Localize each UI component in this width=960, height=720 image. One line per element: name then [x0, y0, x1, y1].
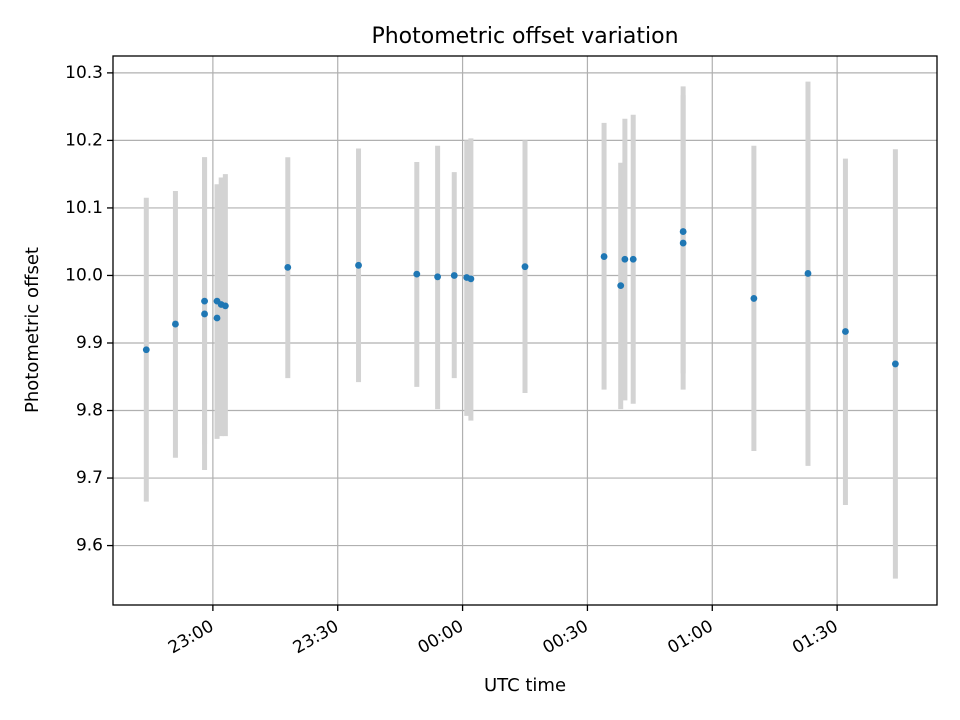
- data-point: [804, 270, 812, 277]
- y-tick-label: 9.6: [76, 536, 103, 556]
- chart-title: Photometric offset variation: [371, 24, 678, 49]
- data-point: [621, 255, 629, 263]
- y-tick-label: 10.2: [65, 130, 103, 150]
- data-point: [413, 270, 421, 278]
- data-point: [213, 314, 221, 322]
- data-points: [142, 228, 899, 368]
- y-tick-label: 9.9: [76, 333, 103, 353]
- data-point: [521, 263, 529, 271]
- plot-frame: [112, 55, 938, 606]
- y-axis-label: Photometric offset: [22, 247, 43, 413]
- data-point: [842, 328, 849, 335]
- y-tick-label: 10.3: [65, 63, 103, 83]
- y-tick-label: 9.8: [76, 401, 103, 421]
- data-point: [142, 346, 150, 354]
- y-tick-label: 10.0: [65, 265, 103, 285]
- data-point: [750, 295, 758, 302]
- data-point: [434, 273, 442, 281]
- data-point: [284, 263, 292, 271]
- data-point: [201, 310, 208, 318]
- data-point: [221, 302, 229, 310]
- data-point: [679, 228, 687, 235]
- data-point: [891, 360, 899, 368]
- data-point: [172, 320, 179, 328]
- data-point: [467, 275, 475, 283]
- data-point: [679, 239, 687, 247]
- data-point: [355, 261, 362, 269]
- data-point: [600, 253, 608, 260]
- y-tick-label: 10.1: [65, 198, 103, 218]
- data-point: [201, 297, 208, 305]
- x-axis-label: UTC time: [484, 675, 566, 696]
- data-point: [450, 272, 458, 279]
- y-tick-label: 9.7: [76, 468, 103, 488]
- data-point: [617, 282, 625, 289]
- y-axis-ticks: 9.6 9.7 9.8 9.9 10.0 10.1 10.2 10.3: [65, 63, 113, 556]
- data-point: [629, 255, 637, 263]
